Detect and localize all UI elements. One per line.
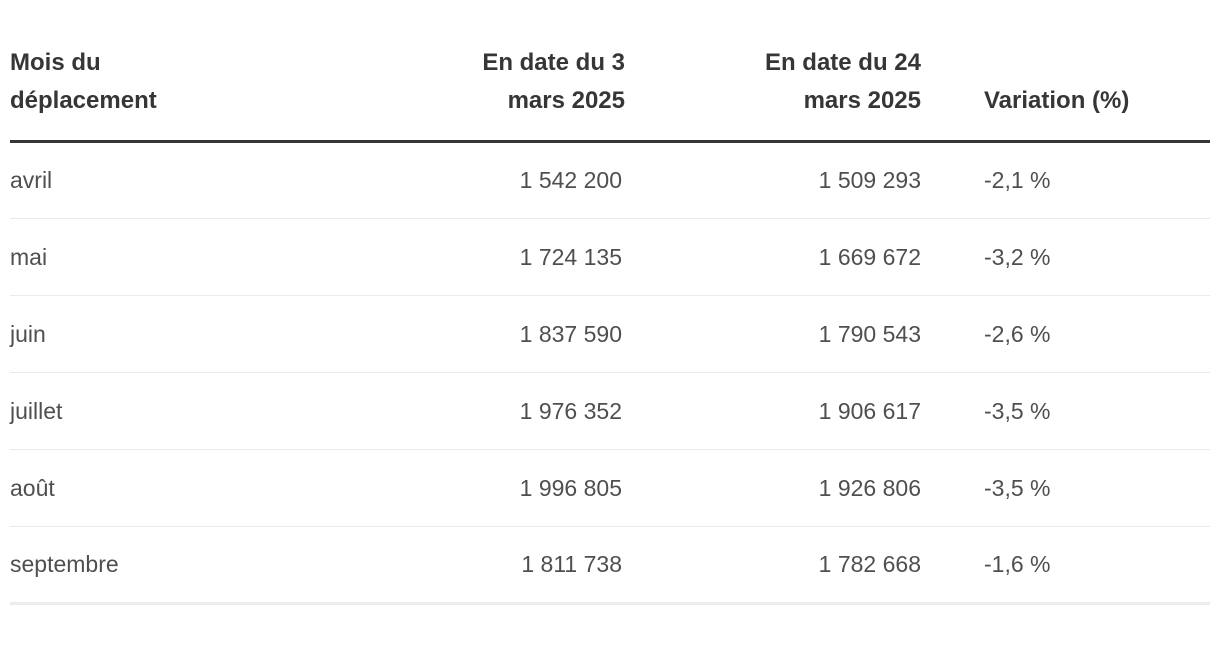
cell-month: mai xyxy=(10,218,435,296)
cell-variation: -3,2 % xyxy=(921,218,1210,296)
cell-variation: -1,6 % xyxy=(921,526,1210,605)
cell-month: septembre xyxy=(10,526,435,605)
cell-value-3-mars: 1 837 590 xyxy=(435,295,625,373)
cell-value-24-mars: 1 509 293 xyxy=(625,141,921,219)
cell-variation: -3,5 % xyxy=(921,372,1210,450)
column-header-line: mars 2025 xyxy=(507,87,625,114)
cell-variation: -3,5 % xyxy=(921,449,1210,527)
cell-value-24-mars: 1 669 672 xyxy=(625,218,921,296)
cell-month: juin xyxy=(10,295,435,373)
table-row-juillet: juillet 1 976 352 1 906 617 -3,5 % xyxy=(10,372,1210,450)
cell-month: août xyxy=(10,449,435,527)
column-header-line: mars 2025 xyxy=(803,87,921,114)
column-header-line: déplacement xyxy=(10,87,157,114)
cell-value-3-mars: 1 542 200 xyxy=(435,141,625,219)
column-header-line: Variation (%) xyxy=(984,87,1130,114)
table-container: Mois du déplacement En date du 3 mars 20… xyxy=(10,44,1210,605)
cell-value-24-mars: 1 782 668 xyxy=(625,526,921,605)
cell-value-3-mars: 1 996 805 xyxy=(435,449,625,527)
cell-value-3-mars: 1 724 135 xyxy=(435,218,625,296)
table-row-mai: mai 1 724 135 1 669 672 -3,2 % xyxy=(10,218,1210,296)
column-header-line: Mois du xyxy=(10,49,101,76)
cell-value-24-mars: 1 790 543 xyxy=(625,295,921,373)
column-header-date-3-mars: En date du 3 mars 2025 xyxy=(435,44,625,143)
cell-variation: -2,6 % xyxy=(921,295,1210,373)
table-row-aout: août 1 996 805 1 926 806 -3,5 % xyxy=(10,449,1210,527)
cell-variation: -2,1 % xyxy=(921,141,1210,219)
header-row: Mois du déplacement En date du 3 mars 20… xyxy=(10,44,1210,143)
table-row-juin: juin 1 837 590 1 790 543 -2,6 % xyxy=(10,295,1210,373)
column-header-date-24-mars: En date du 24 mars 2025 xyxy=(625,44,921,143)
table-row-septembre: septembre 1 811 738 1 782 668 -1,6 % xyxy=(10,526,1210,605)
table-row-avril: avril 1 542 200 1 509 293 -2,1 % xyxy=(10,141,1210,219)
data-table: Mois du déplacement En date du 3 mars 20… xyxy=(10,44,1210,605)
cell-month: juillet xyxy=(10,372,435,450)
cell-value-24-mars: 1 926 806 xyxy=(625,449,921,527)
table-body: avril 1 542 200 1 509 293 -2,1 % mai 1 7… xyxy=(10,141,1210,605)
table-header: Mois du déplacement En date du 3 mars 20… xyxy=(10,44,1210,143)
column-header-mois: Mois du déplacement xyxy=(10,44,435,143)
cell-value-3-mars: 1 976 352 xyxy=(435,372,625,450)
column-header-variation: Variation (%) xyxy=(921,44,1210,143)
cell-value-24-mars: 1 906 617 xyxy=(625,372,921,450)
cell-month: avril xyxy=(10,141,435,219)
cell-value-3-mars: 1 811 738 xyxy=(435,526,625,605)
column-header-line: En date du 3 xyxy=(482,49,625,76)
column-header-line: En date du 24 xyxy=(764,49,921,76)
